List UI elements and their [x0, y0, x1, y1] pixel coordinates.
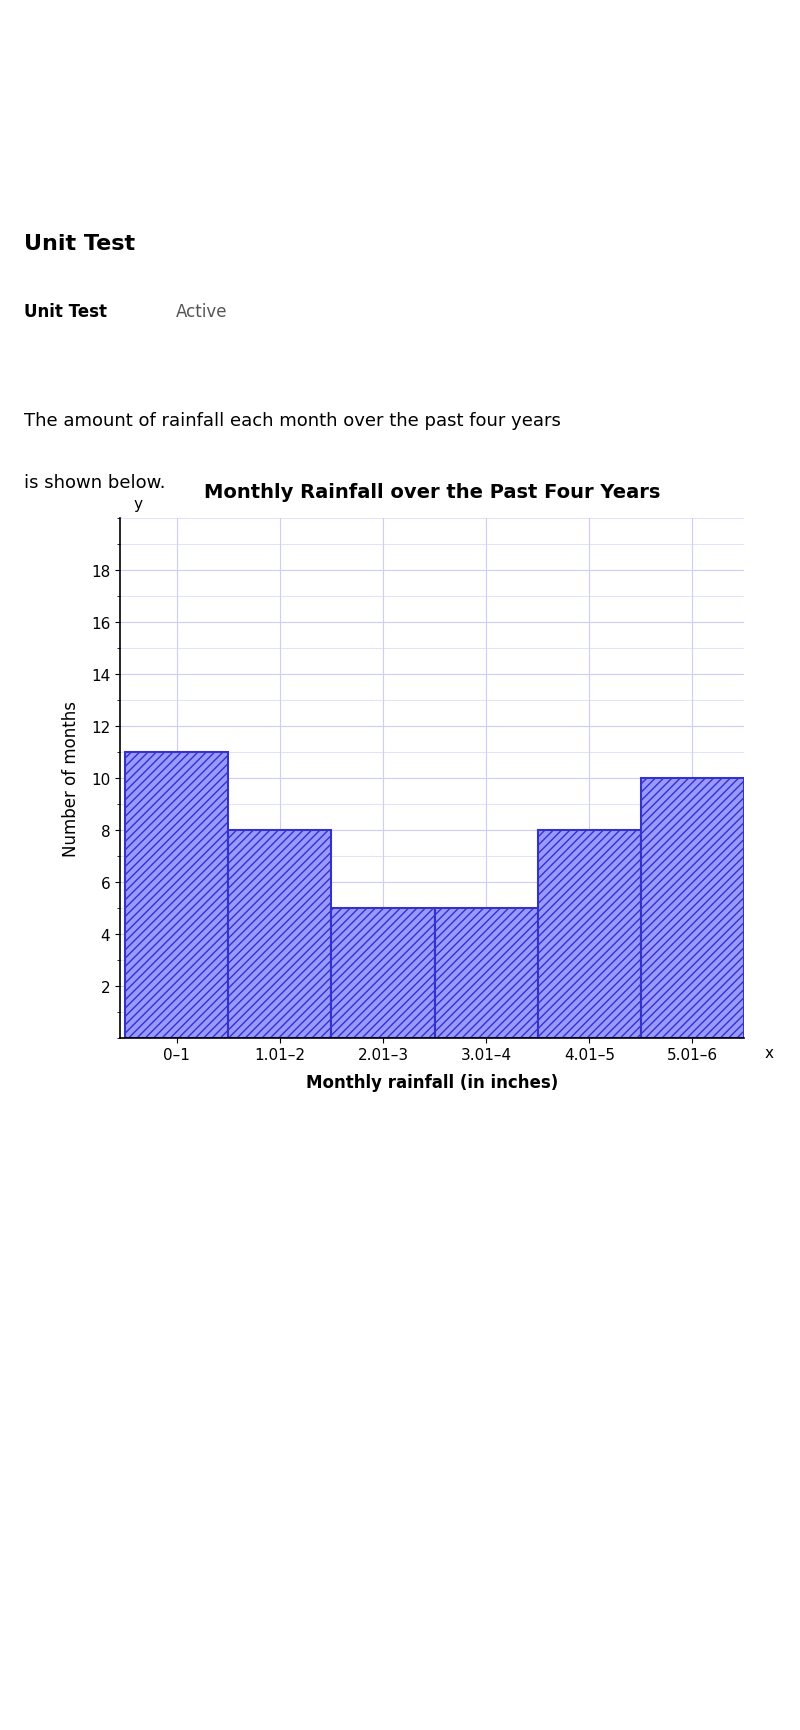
Bar — [434, 908, 538, 1038]
Text: y: y — [134, 497, 142, 512]
X-axis label: Monthly rainfall (in inches): Monthly rainfall (in inches) — [306, 1074, 558, 1092]
Bar — [125, 753, 228, 1038]
Text: r06.core.learn.edgenuity.com: r06.core.learn.edgenuity.com — [278, 43, 522, 61]
Text: is shown below.: is shown below. — [24, 474, 166, 491]
Text: Active: Active — [176, 303, 227, 320]
Text: Unit Test: Unit Test — [24, 303, 107, 320]
Title: Monthly Rainfall over the Past Four Years: Monthly Rainfall over the Past Four Year… — [204, 483, 660, 502]
Bar — [641, 778, 744, 1038]
Text: The amount of rainfall each month over the past four years: The amount of rainfall each month over t… — [24, 412, 561, 429]
Bar — [228, 830, 331, 1038]
Text: x: x — [765, 1045, 774, 1060]
Bar — [538, 830, 641, 1038]
Bar — [331, 908, 434, 1038]
Y-axis label: Number of months: Number of months — [62, 701, 80, 856]
Text: Unit Test: Unit Test — [24, 234, 135, 254]
